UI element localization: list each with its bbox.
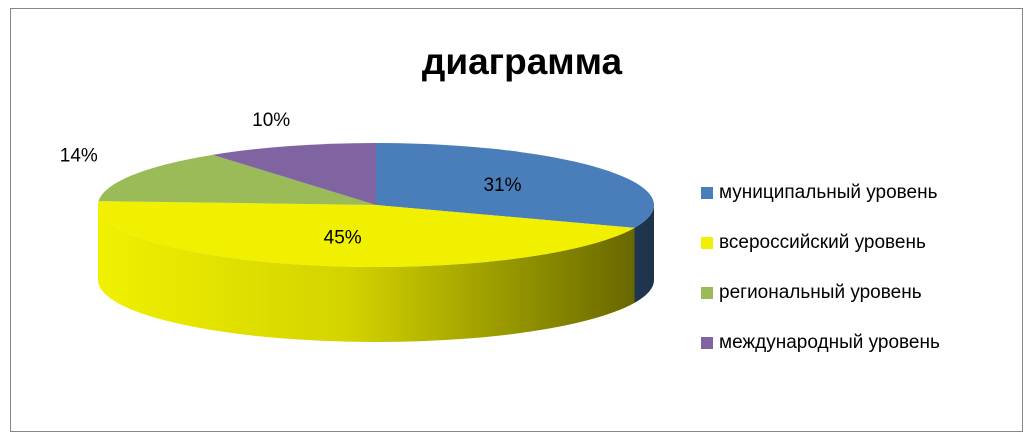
- legend-swatch: [701, 337, 713, 349]
- data-label: 14%: [60, 146, 98, 167]
- legend-label: муниципальный уровень: [719, 182, 938, 203]
- legend-swatch: [701, 287, 713, 299]
- legend-swatch: [701, 237, 713, 249]
- side-shade: [634, 205, 654, 303]
- legend-swatch: [701, 187, 713, 199]
- data-label: 45%: [324, 227, 362, 248]
- slice: [98, 154, 376, 205]
- data-label: 10%: [252, 110, 290, 131]
- legend-label: международный уровень: [719, 332, 940, 353]
- side-shade: [98, 205, 635, 343]
- slice: [376, 143, 654, 228]
- slice: [212, 143, 376, 205]
- data-label: 31%: [483, 175, 521, 196]
- legend-label: региональный уровень: [719, 282, 922, 303]
- legend-label: всероссийский уровень: [719, 232, 926, 253]
- chart-title: диаграмма: [422, 41, 623, 82]
- slice: [97, 201, 635, 267]
